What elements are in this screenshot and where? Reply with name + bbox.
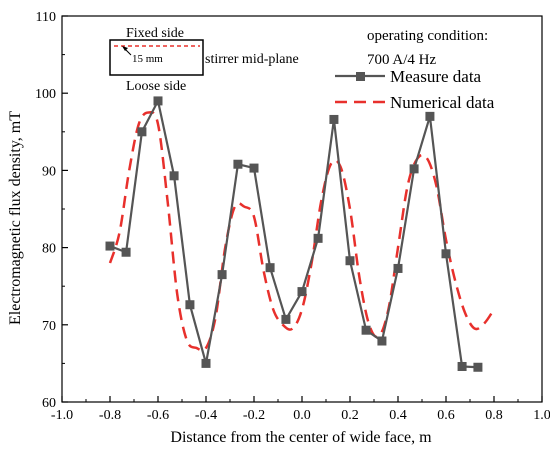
x-tick-label: 0.2 [341, 408, 359, 423]
measure-data-point [361, 325, 371, 335]
y-tick-label: 100 [35, 87, 56, 102]
fixed-side-label: Fixed side [126, 26, 184, 41]
x-tick-label: -1.0 [51, 408, 73, 423]
measure-data-point [265, 263, 275, 273]
measure-data-point [441, 249, 451, 259]
measure-data-point [473, 362, 483, 372]
x-tick-label: 0.4 [389, 408, 407, 423]
x-tick-label: -0.2 [243, 408, 265, 423]
measure-data-point [313, 233, 323, 243]
measure-data-point [233, 159, 243, 169]
measure-data-point [329, 114, 339, 124]
legend: Measure data Numerical data [335, 67, 495, 112]
measure-data-point [169, 171, 179, 181]
measure-data-point [105, 241, 115, 251]
dimension-arrow-head [122, 46, 128, 51]
measure-data-point [393, 263, 403, 273]
measure-data-point [345, 256, 355, 266]
strand-rectangle [109, 39, 204, 76]
loose-side-label: Loose side [126, 79, 186, 94]
x-tick-label: 0.8 [485, 408, 503, 423]
y-tick-label: 90 [42, 164, 56, 179]
x-tick-label: 1.0 [533, 408, 550, 423]
measure-data-point [201, 358, 211, 368]
measure-data-point [377, 336, 387, 346]
measure-data-point [153, 96, 163, 106]
numerical-data-line [108, 110, 496, 352]
y-tick-label: 110 [36, 10, 56, 25]
y-tick-label: 70 [42, 319, 56, 334]
mid-plane-label: stirrer mid-plane [205, 52, 299, 67]
x-axis-label: Distance from the center of wide face, m [170, 429, 432, 446]
x-tick-label: -0.8 [99, 408, 121, 423]
operating-condition-label: operating condition: [367, 28, 488, 44]
y-tick-label: 80 [42, 242, 56, 257]
x-tick-label: 0.6 [437, 408, 455, 423]
x-tick-label: 0.0 [293, 408, 311, 423]
y-tick-label: 60 [42, 396, 56, 411]
measure-data-point [297, 287, 307, 297]
measure-data-point [409, 164, 419, 174]
legend-measure-label: Measure data [390, 67, 482, 86]
measure-data-point [185, 300, 195, 310]
measure-data-point [281, 314, 291, 324]
measure-data-point [249, 163, 259, 173]
legend-numerical-label: Numerical data [390, 93, 495, 112]
y-axis-label: Electromagnetic flux density, mT [7, 111, 24, 325]
dimension-label: 15 mm [132, 53, 163, 65]
legend-measure-marker [356, 72, 365, 81]
measure-data-point [121, 247, 131, 257]
plot-frame [61, 15, 543, 403]
stirrer-inset: Fixed side 15 mm stirrer mid-plane Loose… [109, 26, 299, 94]
measure-data-point [457, 361, 467, 371]
measure-data-point [137, 127, 147, 137]
x-tick-label: -0.6 [147, 408, 169, 423]
measure-data-point [217, 270, 227, 280]
measure-data-point [425, 111, 435, 121]
x-tick-label: -0.4 [195, 408, 217, 423]
measure-data-line [109, 97, 478, 369]
operating-condition-value: 700 A/4 Hz [367, 52, 437, 68]
